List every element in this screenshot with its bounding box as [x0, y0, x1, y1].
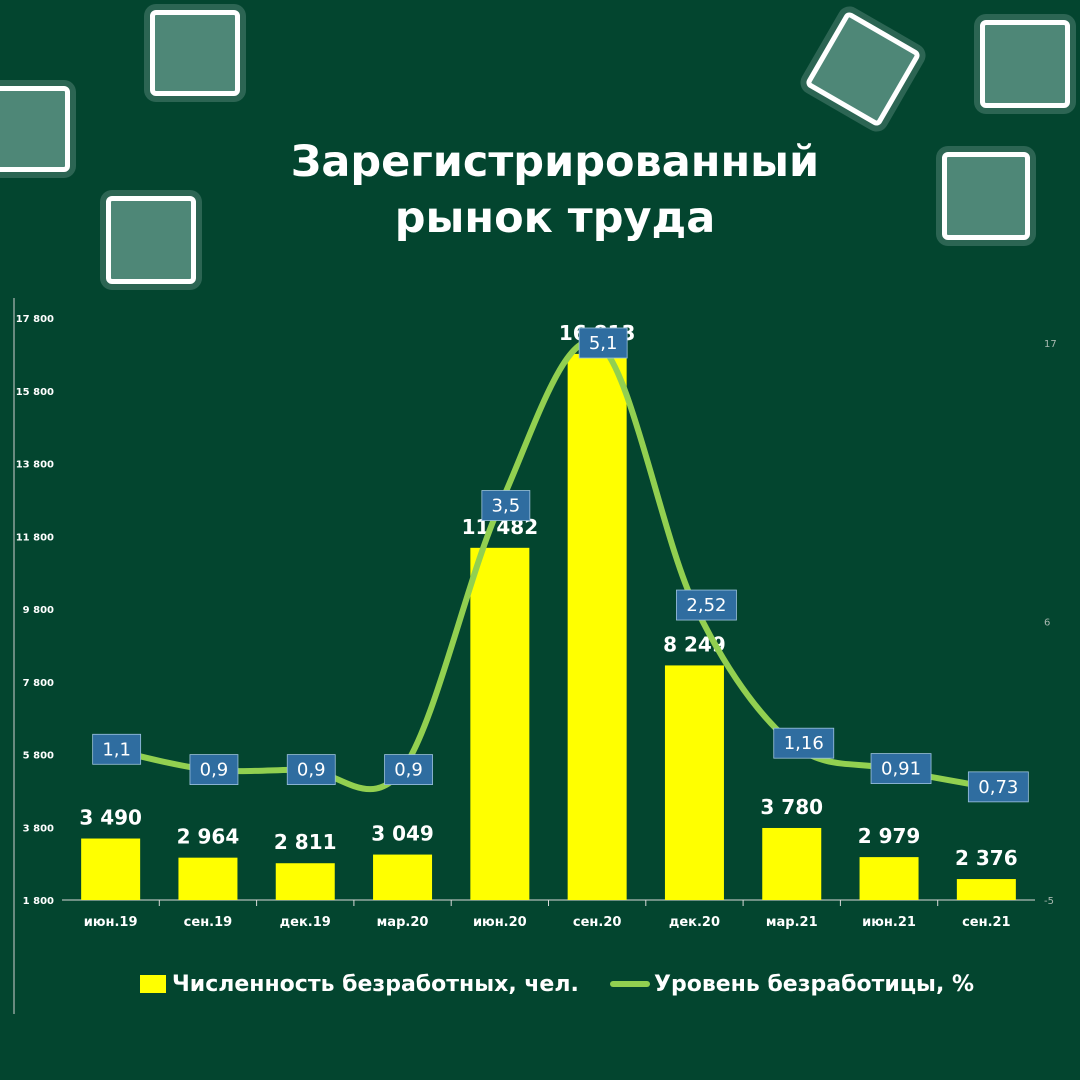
rate-value-label: 0,9	[394, 760, 423, 781]
x-tick-label: мар.20	[377, 915, 429, 930]
legend-label-unemployment-rate: Уровень безработицы, %	[654, 971, 974, 997]
x-tick-label: дек.20	[669, 915, 720, 930]
x-tick-label: сен.20	[573, 915, 622, 930]
bar-value-label: 3 780	[760, 795, 823, 819]
bar-value-label: 3 049	[371, 822, 434, 846]
chart-title-line-2: рынок труда	[394, 193, 716, 243]
bar-value-label: 2 376	[955, 846, 1018, 870]
rate-label-box	[578, 327, 628, 359]
y-left-tick-label: 5 800	[23, 751, 54, 762]
rate-label-box	[967, 771, 1029, 803]
x-tick-label: июн.20	[473, 915, 527, 930]
y-left-tick-label: 9 800	[23, 605, 54, 616]
bar-value-label: 2 964	[177, 825, 240, 849]
rate-value-label: 1,1	[102, 739, 131, 760]
axes: 1 800 3 800 5 800 7 800 9 800 11 800 13 800 15 …	[13, 298, 1057, 1014]
y-left-tick-label: 17 800	[16, 314, 54, 325]
rate-value-label: 1,16	[784, 733, 824, 754]
bar	[178, 857, 238, 900]
rate-value-label: 0,73	[978, 777, 1018, 798]
bar	[567, 353, 627, 901]
rate-value-label: 3,5	[492, 496, 521, 517]
bar	[859, 857, 919, 900]
rate-label-box	[870, 753, 932, 784]
rate-label-box	[773, 727, 835, 759]
x-tick-label: мар.21	[766, 915, 818, 930]
bar	[81, 838, 141, 900]
legend: Численность безработных, чел. Уровень бе…	[140, 966, 1000, 1002]
unemployment-rate-line-layer	[107, 338, 990, 793]
y-right-tick-label: 6	[1044, 618, 1050, 629]
chart-title-line-1: Зарегистрированный	[290, 137, 820, 187]
y-left-tick-label: 3 800	[23, 823, 54, 834]
y-left-tick-label: 13 800	[16, 460, 54, 471]
decorative-square	[942, 152, 1030, 240]
legend-swatch-bar	[140, 975, 166, 993]
bar-value-label: 2 979	[858, 824, 921, 848]
rate-value-label: 0,9	[297, 760, 326, 781]
bar	[956, 879, 1016, 900]
y-left-tick-label: 11 800	[16, 532, 54, 543]
rate-value-labels: 1,1 0,9 0,9 0,9 3,5 5,1 2,52 1,16 0,91 0,73	[92, 327, 1029, 803]
x-axis-labels: июн.19 сен.19 дек.19 мар.20 июн.20 сен.20 дек.…	[84, 915, 1011, 930]
legend-item-unemployment-rate: Уровень безработицы, %	[610, 966, 974, 1002]
bar	[373, 854, 433, 900]
legend-swatch-line	[610, 981, 650, 987]
x-tick-label: сен.21	[962, 915, 1011, 930]
rate-value-label: 5,1	[589, 333, 618, 354]
rate-label-box	[481, 490, 531, 521]
x-tick-label: июн.21	[862, 915, 916, 930]
decorative-square	[0, 86, 70, 172]
chart-title: Зарегистрированный рынок труда	[270, 134, 840, 246]
legend-item-unemployed-count: Численность безработных, чел.	[140, 966, 579, 1002]
rate-label-box	[676, 589, 737, 621]
y-right-tick-label: 17	[1044, 339, 1057, 350]
bar-value-label: 3 490	[79, 806, 142, 830]
bar-value-label: 2 811	[274, 830, 337, 854]
rate-label-box	[189, 754, 239, 785]
x-tick-label: сен.19	[184, 915, 233, 930]
bar	[664, 665, 724, 900]
rate-value-label: 0,9	[200, 760, 229, 781]
decorative-square	[150, 10, 240, 96]
x-tick-label: дек.19	[280, 915, 331, 930]
y-left-tick-label: 15 800	[16, 387, 54, 398]
y-right-tick-label: -5	[1044, 896, 1054, 907]
unemployment-rate-line	[107, 338, 990, 793]
decorative-square	[106, 196, 196, 284]
bar	[275, 863, 335, 900]
bars	[81, 353, 1016, 901]
rate-label-box	[384, 754, 433, 785]
rate-value-label: 0,91	[881, 759, 921, 780]
y-left-tick-label: 1 800	[23, 896, 54, 907]
rate-label-box	[286, 754, 336, 785]
y-left-tick-label: 7 800	[23, 678, 54, 689]
x-tick-label: июн.19	[84, 915, 138, 930]
bar	[470, 547, 530, 900]
legend-label-unemployed-count: Численность безработных, чел.	[172, 971, 579, 997]
decorative-square	[980, 20, 1070, 108]
rate-value-label: 2,52	[686, 595, 726, 616]
rate-label-box	[92, 733, 142, 765]
bar	[762, 827, 822, 900]
